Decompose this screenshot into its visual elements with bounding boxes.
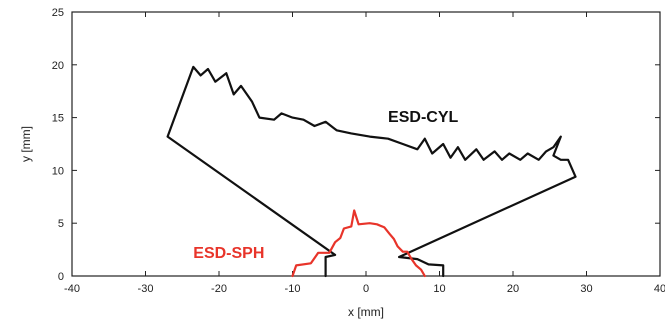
plot-axes: -40 -30 -20 -10 0 10 20 30 40 0 5 10 15 20 25 bbox=[52, 7, 665, 295]
series-label-esd-sph: ESD-SPH bbox=[193, 245, 264, 262]
x-tick-label: 40 bbox=[654, 283, 665, 295]
y-tick-label: 5 bbox=[58, 218, 64, 230]
x-tick-label: -10 bbox=[285, 283, 301, 295]
x-tick-label: 20 bbox=[507, 283, 519, 295]
x-tick-label: 0 bbox=[363, 283, 369, 295]
y-tick-label: 10 bbox=[52, 165, 64, 177]
series-layer bbox=[166, 65, 577, 278]
series-line-esd-sph bbox=[291, 209, 426, 278]
y-tick-label: 15 bbox=[52, 113, 64, 125]
series-label-esd-cyl: ESD-CYL bbox=[388, 109, 458, 126]
y-tick-label: 25 bbox=[52, 7, 64, 19]
plot-frame bbox=[71, 11, 661, 277]
x-tick-label: 10 bbox=[433, 283, 445, 295]
y-tick-label: 20 bbox=[52, 60, 64, 72]
x-tick-label: -30 bbox=[138, 283, 154, 295]
x-axis-label: x [mm] bbox=[348, 305, 384, 319]
x-tick-label: 30 bbox=[580, 283, 592, 295]
y-axis-label: y [mm] bbox=[19, 126, 33, 162]
x-tick-label: -40 bbox=[64, 283, 80, 295]
y-tick-label: 0 bbox=[58, 271, 64, 283]
x-tick-label: -20 bbox=[211, 283, 227, 295]
series-line-esd-cyl bbox=[166, 65, 577, 278]
